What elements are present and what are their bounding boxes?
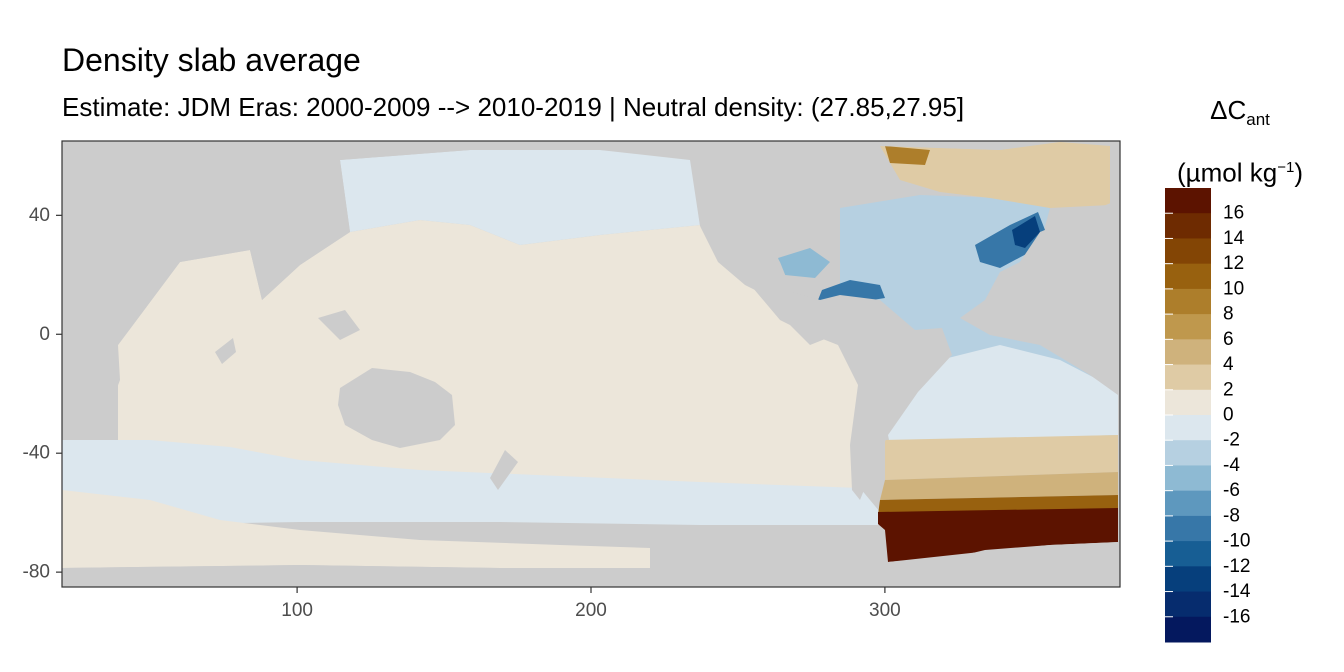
legend-tick-label: 12 <box>1223 253 1244 274</box>
legend-bin <box>1165 440 1211 466</box>
legend-tick-label: 14 <box>1223 228 1245 249</box>
legend-tick-label: -10 <box>1223 531 1250 552</box>
land-borneo <box>318 310 360 340</box>
legend-labels: 16 14 12 10 8 6 4 2 0 -2 -4 -6 -8 -10 -12 -14 -16 <box>1165 203 1251 627</box>
legend-title: ΔCant (µmol kg−1) <box>1160 86 1320 197</box>
legend-tick-label: -12 <box>1223 556 1250 577</box>
y-tick-label: -40 <box>23 443 50 464</box>
legend-bin <box>1165 213 1211 239</box>
legend-unit-close: ) <box>1294 157 1303 188</box>
legend-tick-label: -6 <box>1223 480 1240 501</box>
legend-bin <box>1165 263 1211 290</box>
land-europe-africa-east <box>1000 200 1118 395</box>
field-nordic-seas <box>880 142 1110 208</box>
y-axis: 40 0 -40 -80 <box>23 205 62 583</box>
field-weddell-sea <box>878 508 1118 562</box>
legend-tick-label: -16 <box>1223 606 1250 627</box>
field-south-atlantic-1 <box>885 435 1118 480</box>
legend-colorbar <box>1165 188 1211 643</box>
legend-bin <box>1165 314 1211 340</box>
legend-bin <box>1165 339 1211 366</box>
field-antarctic-margin <box>62 490 650 568</box>
land-new-zealand <box>490 450 518 490</box>
legend-unit-sup: −1 <box>1277 159 1295 177</box>
legend-tick-label: 2 <box>1223 379 1234 400</box>
x-tick-label: 100 <box>281 600 313 621</box>
legend-bin <box>1165 465 1211 492</box>
field-nordic-north <box>885 146 930 165</box>
legend-bin <box>1165 288 1211 315</box>
legend-tick-label: 0 <box>1223 405 1234 426</box>
field-north-pacific <box>340 150 700 245</box>
legend-tick-label: -8 <box>1223 505 1240 526</box>
legend-tick-label: 4 <box>1223 354 1234 375</box>
legend-bin <box>1165 415 1211 441</box>
legend-unit-open: (µmol kg <box>1177 157 1278 188</box>
legend-tick-label: 6 <box>1223 329 1234 350</box>
chart-subtitle: Estimate: JDM Eras: 2000-2009 --> 2010-2… <box>62 92 965 122</box>
field-tropical-atlantic <box>880 345 1118 445</box>
chart-title: Density slab average <box>62 42 361 78</box>
legend-tick-label: 10 <box>1223 278 1244 299</box>
legend-bin <box>1165 566 1211 593</box>
legend-bin <box>1165 364 1211 391</box>
legend-bin <box>1165 490 1211 517</box>
legend-tick-label: 8 <box>1223 304 1234 325</box>
legend-subscript: ant <box>1246 110 1270 130</box>
legend-bin <box>1165 389 1211 416</box>
legend-symbol: ΔC <box>1210 95 1247 125</box>
legend-bin <box>1165 238 1211 265</box>
legend-bin <box>1165 541 1211 567</box>
field-southern-ocean <box>62 440 880 526</box>
y-tick-label: -80 <box>23 562 50 583</box>
x-tick-label: 200 <box>575 600 607 621</box>
land-africa-south <box>62 345 120 440</box>
y-tick-label: 0 <box>39 324 50 345</box>
legend-tick-label: -14 <box>1223 581 1251 602</box>
land-australia <box>338 368 455 448</box>
land-antarctica <box>62 542 1120 587</box>
legend-bin <box>1165 188 1211 214</box>
field-south-atlantic-2 <box>880 472 1118 500</box>
legend-tick-label: 16 <box>1223 203 1244 224</box>
field-gulf-of-mexico <box>778 248 830 278</box>
land-eurasia-africa <box>62 142 350 350</box>
legend-tick-label: -4 <box>1223 455 1240 476</box>
land-americas <box>700 226 952 500</box>
legend-bin <box>1165 515 1211 542</box>
field-gulf-stream-core <box>1012 216 1040 248</box>
legend-bin <box>1165 616 1211 643</box>
field-pacific-indian <box>62 220 870 500</box>
y-tick-label: 40 <box>29 205 50 226</box>
ocean-field <box>62 142 1120 587</box>
legend-bin <box>1165 591 1211 618</box>
land-north-america-asia <box>320 142 1030 232</box>
legend-tick-label: -2 <box>1223 430 1240 451</box>
x-axis: 100 200 300 <box>281 587 901 621</box>
x-tick-label: 300 <box>869 600 901 621</box>
land-sri-lanka-region <box>215 338 236 364</box>
